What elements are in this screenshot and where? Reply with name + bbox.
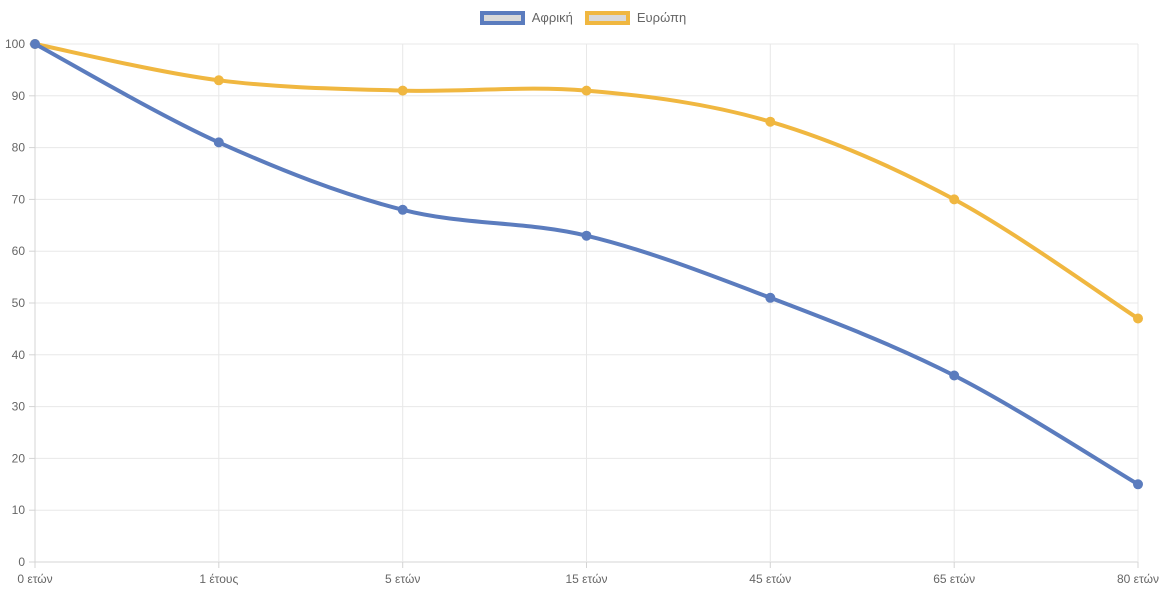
y-tick-label: 10 xyxy=(12,503,26,517)
y-tick-label: 80 xyxy=(12,141,26,155)
x-tick-label: 5 ετών xyxy=(385,572,420,586)
x-tick-label: 0 ετών xyxy=(17,572,52,586)
legend-swatch-africa xyxy=(479,11,525,25)
data-point-africa xyxy=(30,39,40,49)
data-point-europe xyxy=(949,194,960,205)
data-point-africa xyxy=(949,370,960,381)
y-tick-label: 40 xyxy=(12,348,26,362)
x-tick-label: 15 ετών xyxy=(566,572,608,586)
y-tick-label: 100 xyxy=(5,37,25,51)
data-point-africa xyxy=(765,292,776,303)
y-tick-label: 70 xyxy=(12,192,26,206)
data-point-europe xyxy=(213,75,224,86)
x-tick-label: 1 έτους xyxy=(199,572,238,586)
legend-item-europe[interactable]: Ευρώπη xyxy=(584,10,687,25)
x-tick-label: 65 ετών xyxy=(933,572,975,586)
chart-legend: Αφρική Ευρώπη xyxy=(0,11,1166,25)
data-point-europe xyxy=(765,116,776,127)
data-point-africa xyxy=(397,204,408,215)
data-point-europe xyxy=(397,85,408,96)
data-point-africa xyxy=(1133,479,1143,490)
y-tick-label: 20 xyxy=(12,451,26,465)
y-tick-label: 50 xyxy=(12,296,26,310)
data-point-europe xyxy=(1133,313,1143,324)
y-tick-label: 90 xyxy=(12,89,26,103)
legend-item-africa[interactable]: Αφρική xyxy=(479,10,573,25)
legend-label-europe: Ευρώπη xyxy=(636,10,687,25)
x-tick-label: 45 ετών xyxy=(749,572,791,586)
y-tick-label: 30 xyxy=(12,400,26,414)
legend-swatch-europe xyxy=(584,11,630,25)
x-tick-label: 80 ετών xyxy=(1117,572,1159,586)
y-tick-label: 60 xyxy=(12,244,26,258)
data-point-africa xyxy=(213,137,224,148)
y-tick-label: 0 xyxy=(18,555,25,569)
data-point-africa xyxy=(581,230,592,241)
legend-label-africa: Αφρική xyxy=(531,10,573,25)
data-point-europe xyxy=(581,85,592,96)
